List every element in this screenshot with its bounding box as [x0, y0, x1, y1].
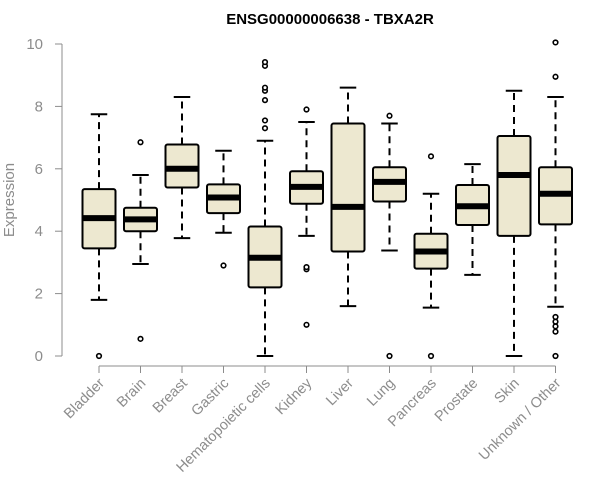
outlier-point [261, 84, 269, 91]
outlier-point [303, 263, 310, 271]
y-axis-label: Expression [1, 163, 18, 237]
category-label: Liver [323, 375, 357, 409]
outlier-point [386, 112, 393, 119]
outlier-point [427, 352, 435, 360]
outlier-point [261, 97, 269, 104]
boxes-layer [81, 39, 573, 360]
y-tick-label: 6 [35, 161, 43, 178]
outlier-point [220, 262, 227, 269]
box-group [206, 149, 241, 269]
outlier-point [552, 39, 559, 46]
y-tick-label: 10 [26, 36, 43, 53]
y-tick-label: 2 [35, 286, 43, 303]
box-iqr [330, 122, 366, 253]
category-label: Prostate [432, 376, 481, 425]
outlier-point [261, 117, 269, 124]
box-group [247, 58, 283, 357]
outlier-point [261, 58, 269, 66]
box-iqr [496, 135, 532, 237]
outlier-point [95, 352, 103, 360]
outlier-point [552, 328, 559, 335]
outlier-point [137, 139, 144, 146]
outlier-point [303, 321, 310, 328]
axes-layer: 0 2 4 6 8 10 [26, 36, 556, 373]
outlier-point [261, 125, 269, 132]
outlier-point [303, 106, 310, 113]
category-label: Lung [364, 376, 398, 410]
outlier-point [552, 73, 559, 80]
outlier-point [137, 335, 144, 342]
y-tick-label: 4 [35, 223, 43, 240]
category-label: Kidney [273, 375, 316, 418]
box-group [123, 139, 158, 342]
outlier-point [552, 313, 559, 321]
box-group [496, 89, 532, 357]
y-tick-label: 0 [35, 348, 43, 365]
outlier-point [552, 352, 559, 360]
y-tick-label: 8 [35, 98, 43, 115]
box-group [413, 153, 449, 360]
category-label: Breast [150, 376, 191, 417]
box-group [538, 39, 573, 360]
box-group [81, 113, 117, 360]
chart-title: ENSG00000006638 - TBXA2R [226, 11, 434, 28]
outlier-point [427, 153, 435, 160]
box-group [372, 112, 407, 360]
category-label: Bladder [61, 375, 108, 422]
category-label: Skin [492, 376, 523, 407]
category-label: Brain [114, 376, 149, 411]
outlier-point [386, 352, 393, 360]
box-group [455, 163, 490, 276]
box-group [164, 96, 200, 240]
box-group [289, 106, 324, 328]
box-group [330, 86, 366, 308]
